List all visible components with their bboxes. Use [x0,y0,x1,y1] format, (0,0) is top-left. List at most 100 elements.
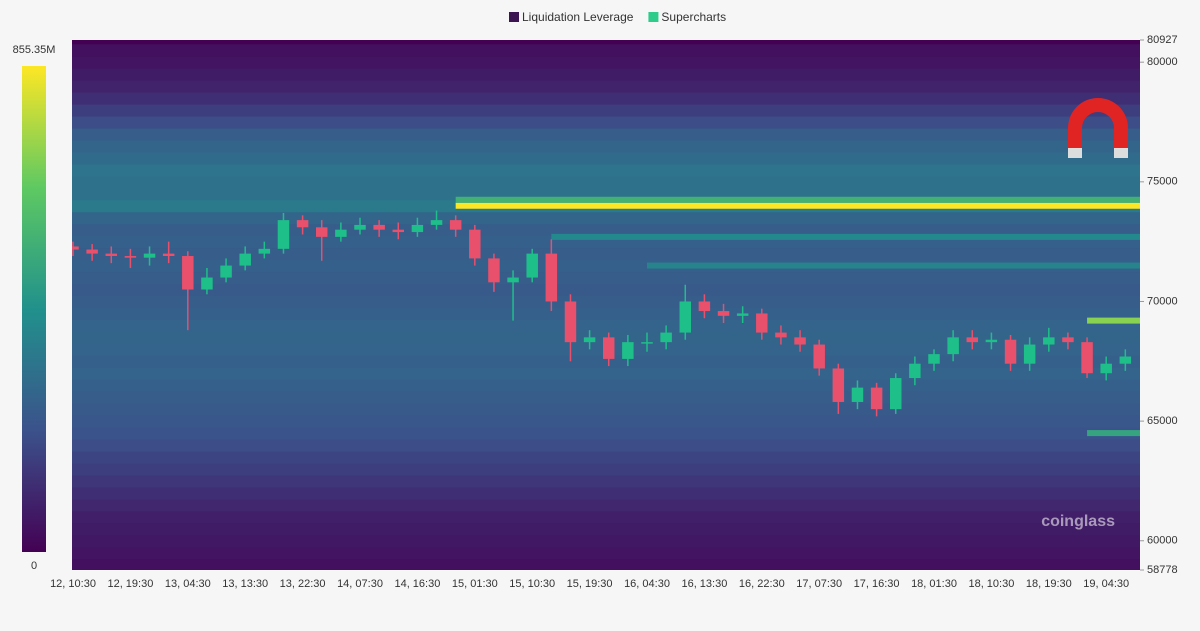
heat-band [72,510,1140,524]
x-tick-label: 13, 13:30 [222,578,268,590]
candle-body [698,301,711,312]
legend-label: Liquidation Leverage [522,10,634,24]
candle-body [966,337,979,343]
candle-body [296,220,309,228]
candle-body [392,229,405,233]
candle-body [315,227,328,237]
candle-body [143,253,156,258]
heat-band [72,271,1140,285]
candle-body [851,387,864,402]
heat-band [72,355,1140,368]
x-tick-label: 12, 10:30 [50,578,96,590]
x-tick-label: 15, 19:30 [567,578,613,590]
candle-body [72,246,79,250]
candle-body [1062,337,1074,343]
candle-body [641,342,653,344]
heat-band [72,319,1140,332]
heat-band [72,175,1140,189]
candle-body [870,387,883,410]
candle-body [124,256,137,258]
candle-body [1023,344,1036,364]
x-tick-label: 16, 04:30 [624,578,670,590]
candle-body [201,277,213,290]
watermark: coinglass [1041,513,1115,530]
y-tick-label: 70000 [1147,295,1178,307]
candle-body [277,220,290,249]
heat-line [1087,317,1140,324]
candle-body [889,378,902,410]
candle-body [335,229,347,237]
legend-swatch [509,12,519,22]
candle-body [239,253,251,266]
x-tick-label: 18, 19:30 [1026,578,1072,590]
heat-band [72,379,1140,392]
x-tick-label: 14, 16:30 [394,578,440,590]
candle-body [373,224,385,230]
x-tick-label: 17, 16:30 [854,578,900,590]
candle-body [182,256,194,290]
x-tick-label: 17, 07:30 [796,578,842,590]
candle-body [564,301,577,343]
candle-body [985,339,998,343]
candle-body [469,229,481,259]
heat-band [72,247,1140,261]
heat-band [72,44,1140,57]
heat-band [72,462,1140,476]
x-tick-label: 15, 01:30 [452,578,498,590]
candle-body [162,253,175,257]
heat-line [551,233,1140,240]
y-tick-label: 80927 [1147,34,1178,46]
heat-band [72,211,1140,225]
candle-body [526,253,538,278]
candle-body [1004,339,1017,364]
candle-body [736,313,749,316]
heat-band [72,104,1140,117]
heat-band [72,451,1140,464]
heat-band [72,498,1140,512]
candle-body [105,253,118,257]
candle-body [411,224,424,233]
heat-line [455,202,1140,209]
heat-band [72,391,1140,404]
candle-body [1043,337,1055,345]
candle-body [545,253,558,302]
heat-band [72,163,1140,177]
candle-body [1081,342,1093,374]
heat-band [72,439,1140,452]
heat-band [72,403,1140,416]
x-tick-label: 16, 13:30 [681,578,727,590]
x-tick-label: 16, 22:30 [739,578,785,590]
candle-body [1119,356,1132,364]
candle-body [775,332,787,338]
candle-body [622,342,634,359]
y-tick-label: 60000 [1147,535,1178,547]
heat-band [72,534,1140,548]
heat-band [72,307,1140,320]
candle-body [794,337,806,345]
candle-body [909,363,921,379]
x-tick-label: 13, 22:30 [280,578,326,590]
x-tick-label: 19, 04:30 [1083,578,1129,590]
x-tick-label: 13, 04:30 [165,578,211,590]
colorbar-label: 0 [31,560,37,572]
legend-label: Supercharts [661,10,726,24]
heat-band [72,415,1140,428]
axes: 0 855.35M 58778 60000 65000 70000 75000 80000 80… [13,34,1178,590]
heat-band [72,522,1140,536]
candle-body [220,265,232,278]
candle-body [507,277,519,283]
legend-swatch [648,12,659,22]
heat-line [1087,430,1140,437]
heat-band [72,367,1140,380]
heat-line [455,196,1140,203]
candle-body [947,337,959,355]
heat-band [72,427,1140,440]
candle-body [354,224,366,230]
x-tick-label: 12, 19:30 [107,578,153,590]
heat-band [72,127,1140,141]
heat-band [72,56,1140,69]
candle-body [756,313,768,333]
candle-body [832,368,845,402]
x-tick-label: 18, 01:30 [911,578,957,590]
